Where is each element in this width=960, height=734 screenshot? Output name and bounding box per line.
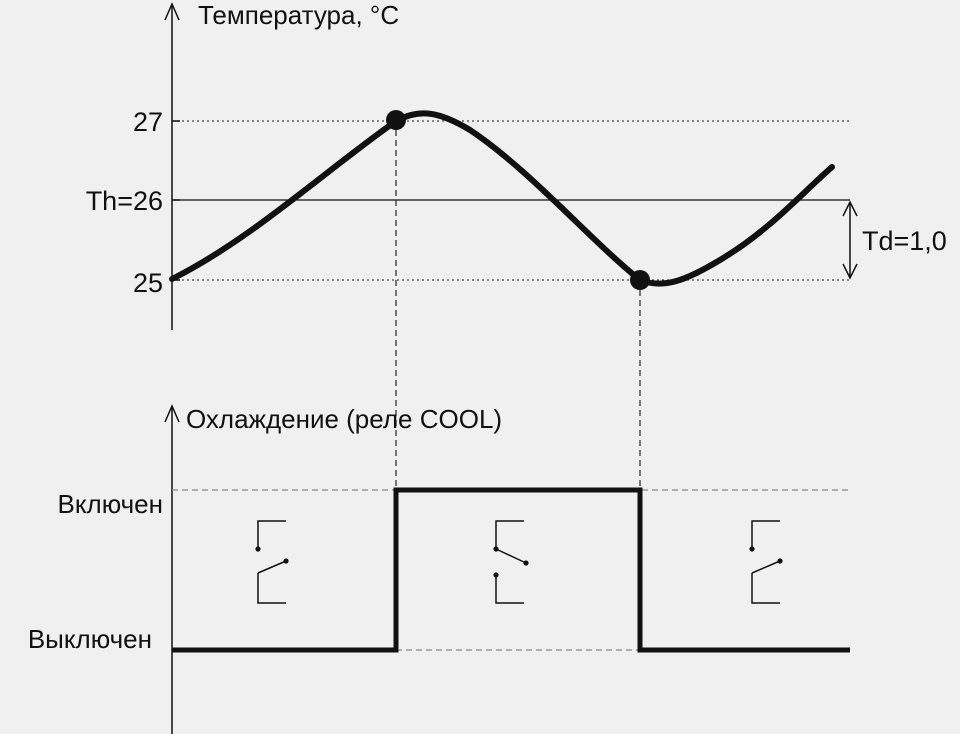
relay-on-label: Включен [58, 489, 163, 519]
temperature-axis-title: Температура, °C [198, 0, 399, 30]
tick-label-25: 25 [133, 268, 163, 298]
td-arrow-up-icon [842, 200, 858, 217]
td-arrow-down-icon [842, 263, 858, 280]
switch-on-point [386, 110, 406, 130]
tick-label-27: 27 [133, 107, 163, 137]
relay-contact-open-icon [749, 520, 783, 604]
temperature-curve [169, 110, 835, 287]
relay-contact-closed-icon [493, 520, 529, 604]
switch-off-point [630, 270, 650, 290]
td-label: Td=1,0 [862, 226, 947, 256]
relay-contact-open-icon [255, 520, 289, 604]
temperature-axis-arrow-icon [164, 2, 180, 21]
relay-axis-arrow-icon [164, 404, 180, 423]
tick-label-th: Th=26 [86, 186, 163, 216]
relay-state-waveform [172, 487, 850, 653]
relay-axis-title: Охлаждение (реле COOL) [186, 404, 502, 434]
relay-off-label: Выключен [28, 624, 152, 654]
